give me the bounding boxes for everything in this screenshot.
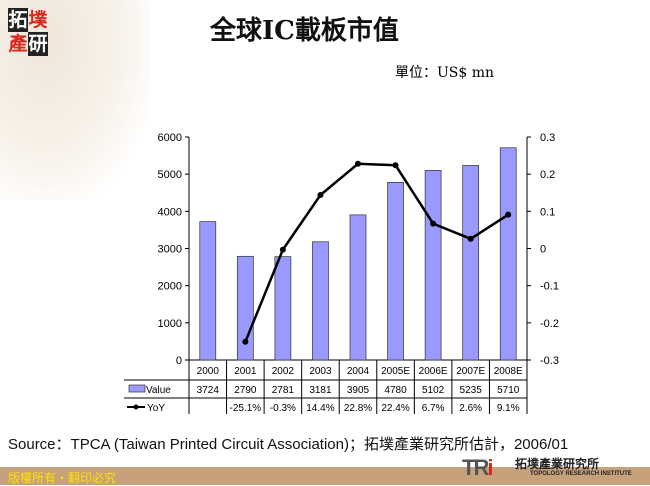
table-value: 3181	[309, 385, 332, 396]
logo-char: 拓	[8, 8, 28, 32]
left-tick-label: 0	[176, 355, 182, 367]
bar	[274, 256, 292, 361]
page-title: 全球IC載板市值	[210, 16, 399, 46]
table-yoy: 22.8%	[344, 403, 372, 414]
chart: 0 1000 2000 3000 4000 5000 6000 -0.3 -0.2 -0.1 0 0.…	[124, 132, 559, 414]
yoy-point	[430, 220, 437, 227]
x-tick-label: 2005E	[381, 366, 410, 377]
table-value: 2781	[272, 385, 295, 396]
right-tick-label: -0.3	[540, 355, 559, 367]
footer-bar	[0, 467, 650, 485]
yoy-point	[279, 246, 286, 253]
legend-line-marker	[133, 404, 139, 410]
bar	[387, 181, 404, 361]
yoy-point	[505, 211, 512, 218]
left-tick-label: 3000	[158, 244, 182, 256]
left-tick-label: 4000	[158, 206, 182, 218]
left-tick-label: 1000	[158, 318, 182, 330]
yoy-point	[355, 160, 361, 167]
x-tick-label: 2008E	[494, 366, 523, 377]
legend-value-label: Value	[146, 385, 171, 396]
x-tick-label: 2002	[272, 366, 295, 377]
tri-subtitle: TOPOLOGY RESEARCH INSTITUTE	[530, 471, 632, 477]
right-tick-label: -0.1	[540, 281, 559, 293]
table-value: 2790	[234, 385, 257, 396]
x-tick-label: 2004	[347, 366, 370, 377]
right-tick-label: -0.2	[540, 318, 559, 330]
legend-yoy-label: YoY	[147, 403, 165, 414]
table-value: 5710	[497, 385, 520, 396]
logo-char: 研	[28, 32, 48, 56]
table-value: 5235	[460, 385, 483, 396]
yoy-point	[317, 191, 324, 198]
left-tick-label: 6000	[158, 132, 182, 144]
table-yoy: 22.4%	[381, 403, 409, 414]
yoy-point	[467, 235, 474, 242]
logo-char: 墣	[28, 9, 48, 31]
x-tick-label: 2003	[309, 366, 332, 377]
left-tick-label: 2000	[158, 281, 182, 293]
yoy-point	[242, 338, 249, 345]
bar	[349, 214, 367, 361]
yoy-line	[244, 162, 509, 343]
table-yoy: -0.3%	[270, 403, 296, 414]
unit-label: 單位：US$ mn	[395, 65, 495, 81]
table-value: 4780	[384, 385, 407, 396]
x-tick-label: 2006E	[419, 366, 448, 377]
table-value: 3724	[197, 385, 220, 396]
right-tick-label: 0.3	[540, 132, 555, 144]
table-yoy: -25.1%	[229, 403, 261, 414]
legend-bar-swatch	[128, 384, 146, 393]
yoy-point	[392, 162, 399, 169]
bar	[199, 221, 217, 361]
right-tick-label: 0.1	[540, 206, 555, 218]
background-map	[0, 0, 150, 200]
x-tick-label: 2001	[234, 366, 257, 377]
source-note: Source：TPCA (Taiwan Printed Circuit Asso…	[8, 436, 569, 453]
copyright: 版權所有‧翻印必究	[8, 471, 117, 485]
tri-name: 拓墣產業研究所	[515, 457, 600, 471]
bar	[499, 147, 517, 361]
table-value: 5102	[422, 385, 445, 396]
right-tick-label: 0.2	[540, 169, 555, 181]
logo-char: 產	[8, 33, 28, 55]
table-value: 3905	[347, 385, 370, 396]
table-yoy: 14.4%	[306, 403, 334, 414]
right-tick-label: 0	[540, 244, 546, 256]
x-tick-label: 2007E	[456, 366, 485, 377]
tri-logo: TRi	[462, 455, 494, 480]
bar	[312, 241, 329, 361]
logo: 拓 墣 產 研	[8, 8, 48, 56]
left-tick-label: 5000	[158, 169, 182, 181]
table-yoy: 6.7%	[422, 403, 445, 414]
table-yoy: 2.6%	[459, 403, 482, 414]
table-yoy: 9.1%	[497, 403, 520, 414]
bar	[462, 165, 480, 361]
x-tick-label: 2000	[197, 366, 220, 377]
bar	[424, 170, 442, 361]
